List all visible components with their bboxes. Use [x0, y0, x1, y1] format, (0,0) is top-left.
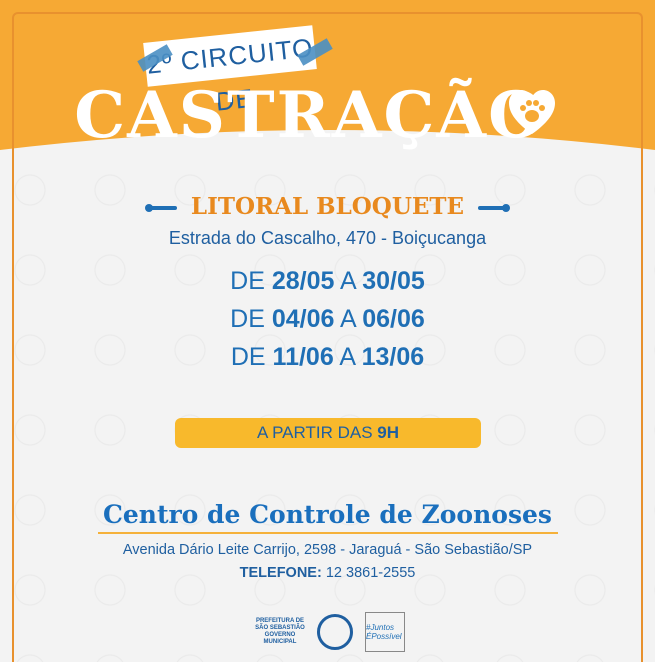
center-phone: TELEFONE: 12 3861-2555	[239, 565, 416, 581]
center-name: Centro de Controle de Zoonoses	[102, 500, 552, 529]
dash-decoration	[478, 204, 511, 212]
dash-decoration	[144, 204, 177, 212]
city-logo	[317, 614, 353, 650]
logos: PREFEITURA DE SÃO SEBASTIÃO GOVERNO MUNI…	[255, 612, 405, 652]
paw-heart-icon	[509, 90, 555, 134]
page-title: CASTRAÇÃO	[74, 78, 546, 153]
date-range: DE 11/06 A 13/06	[230, 343, 425, 371]
date-range: DE 04/06 A 06/06	[230, 305, 425, 333]
location-address: Estrada do Cascalho, 470 - Boiçucanga	[168, 228, 487, 248]
campaign-logo: #Juntos ÉPossível	[365, 612, 405, 652]
date-range: DE 28/05 A 30/05	[230, 267, 425, 295]
divider	[98, 532, 558, 534]
location-name: LITORAL BLOQUETE	[0, 193, 655, 220]
prefeitura-logo: PREFEITURA DE SÃO SEBASTIÃO GOVERNO MUNI…	[255, 618, 305, 645]
frame-border	[12, 12, 643, 662]
center-address: Avenida Dário Leite Carrijo, 2598 - Jara…	[122, 542, 533, 558]
header-banner	[0, 0, 655, 150]
dates-list: DE 28/05 A 30/05 DE 04/06 A 06/06 DE 11/…	[0, 262, 655, 376]
location-label: LITORAL BLOQUETE	[190, 193, 465, 220]
time-badge: A PARTIR DAS 9H	[175, 418, 481, 448]
